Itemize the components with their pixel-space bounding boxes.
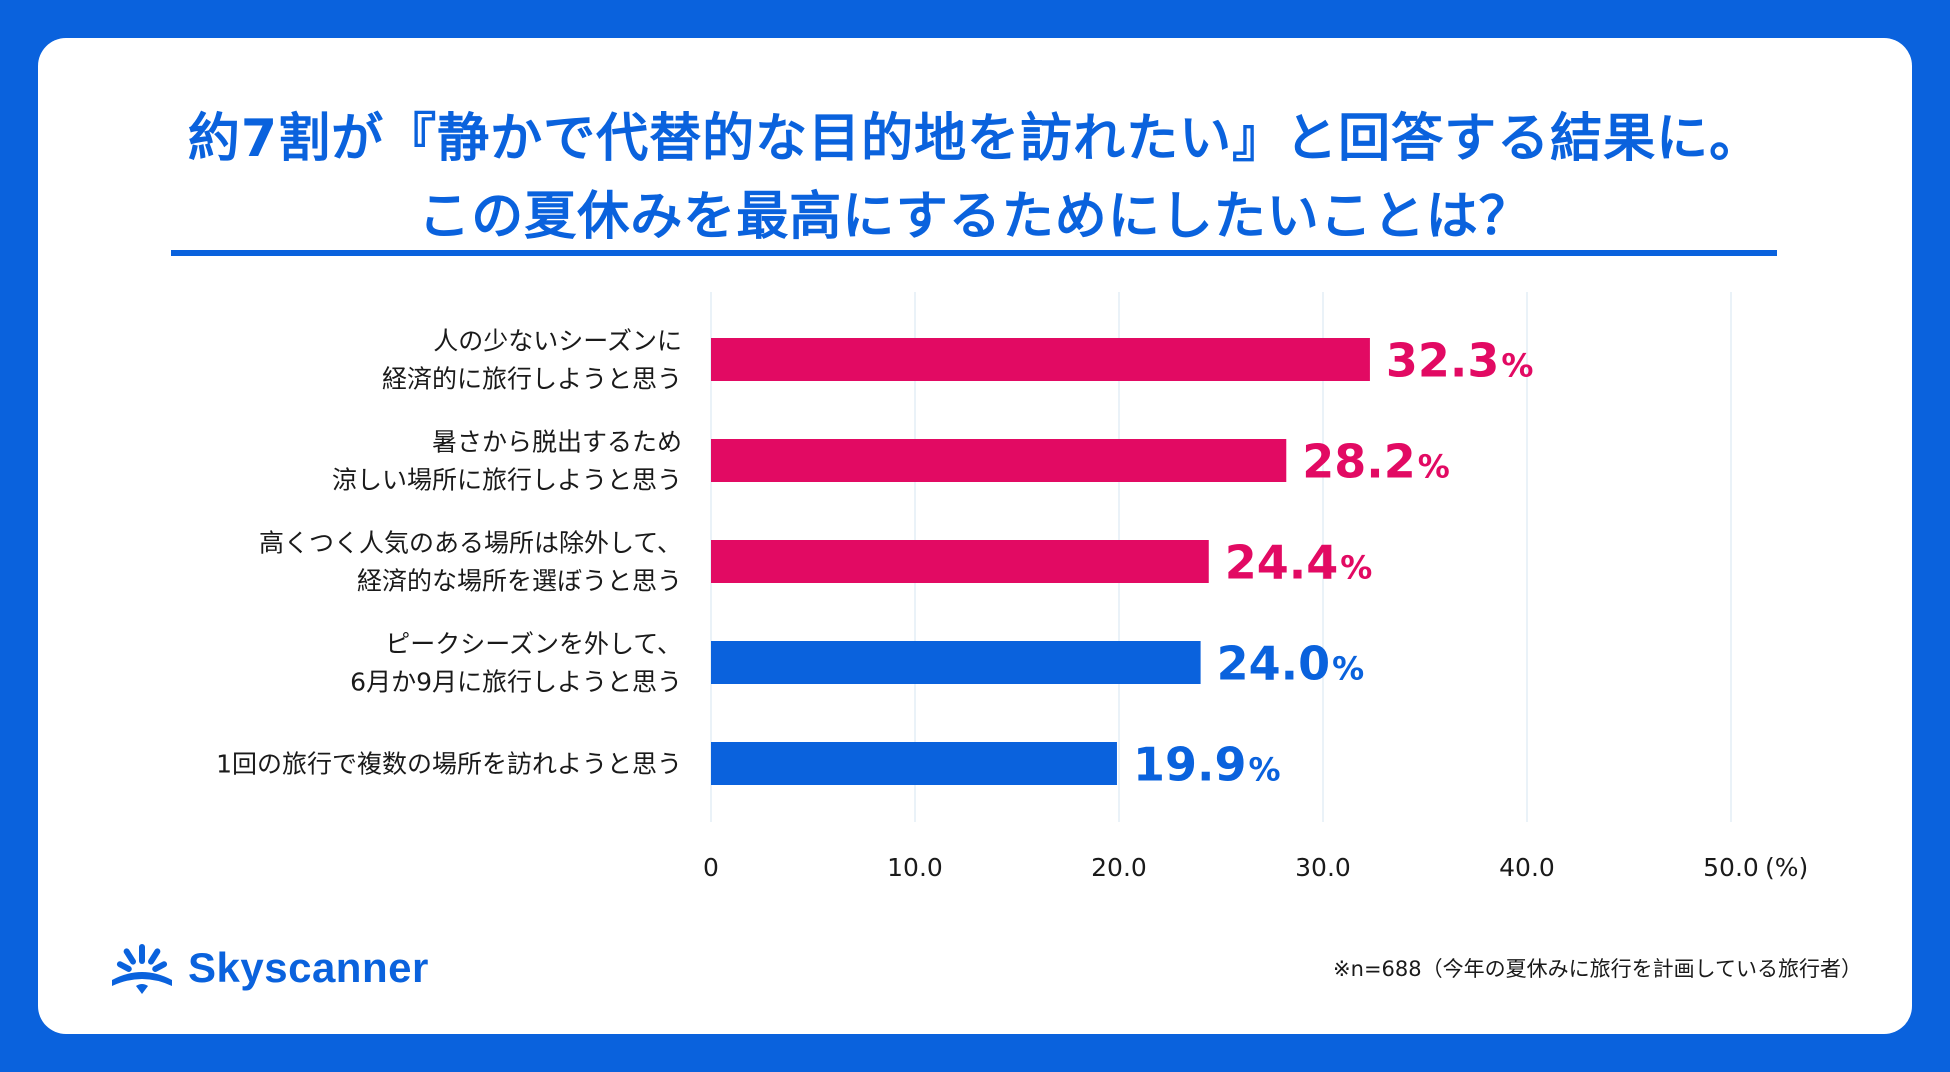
category-label: 1回の旅行で複数の場所を訪れようと思う <box>216 750 682 779</box>
footnote: ※n=688（今年の夏休みに旅行を計画している旅行者） <box>1333 957 1862 981</box>
value-label: 32.3% <box>1386 334 1534 388</box>
chart-title: 約7割が『静かで代替的な目的地を訪れたい』と回答する結果に。 この夏休みを最高に… <box>38 100 1912 256</box>
x-tick-label: 50.0 <box>1703 853 1759 882</box>
category-label: 涼しい場所に旅行しようと思う <box>332 466 682 495</box>
skyscanner-logo: Skyscanner <box>106 938 429 998</box>
x-tick-label: 0 <box>703 853 719 882</box>
x-axis-unit: (%) <box>1765 853 1808 882</box>
category-label: 6月か9月に旅行しようと思う <box>350 668 682 697</box>
card: 約7割が『静かで代替的な目的地を訪れたい』と回答する結果に。 この夏休みを最高に… <box>38 38 1912 1034</box>
bar <box>711 338 1370 381</box>
bar <box>711 540 1209 583</box>
category-label: 高くつく人気のある場所は除外して、 <box>259 529 682 558</box>
brand-name: Skyscanner <box>188 944 429 991</box>
category-label: 人の少ないシーズンに <box>433 327 682 356</box>
title-line-2: この夏休みを最高にするためにしたいことは？ <box>418 187 1532 247</box>
x-tick-label: 30.0 <box>1295 853 1351 882</box>
value-label: 28.2% <box>1302 435 1450 489</box>
bar <box>711 641 1201 684</box>
value-label: 19.9% <box>1133 738 1281 792</box>
category-label: 暑さから脱出するため <box>432 428 682 457</box>
x-tick-label: 40.0 <box>1499 853 1555 882</box>
title-underline <box>171 250 1777 256</box>
category-label: 経済的な場所を選ぼうと思う <box>357 567 682 596</box>
bar <box>711 742 1117 785</box>
value-label: 24.4% <box>1225 536 1373 590</box>
title-line-1: 約7割が『静かで代替的な目的地を訪れたい』と回答する結果に。 <box>187 109 1763 169</box>
category-label: 経済的に旅行しようと思う <box>382 365 682 394</box>
bar <box>711 439 1287 482</box>
x-tick-label: 10.0 <box>887 853 943 882</box>
x-tick-label: 20.0 <box>1091 853 1147 882</box>
category-label: ピークシーズンを外して、 <box>385 630 682 659</box>
sunburst-icon <box>112 944 172 994</box>
value-label: 24.0% <box>1217 637 1365 691</box>
